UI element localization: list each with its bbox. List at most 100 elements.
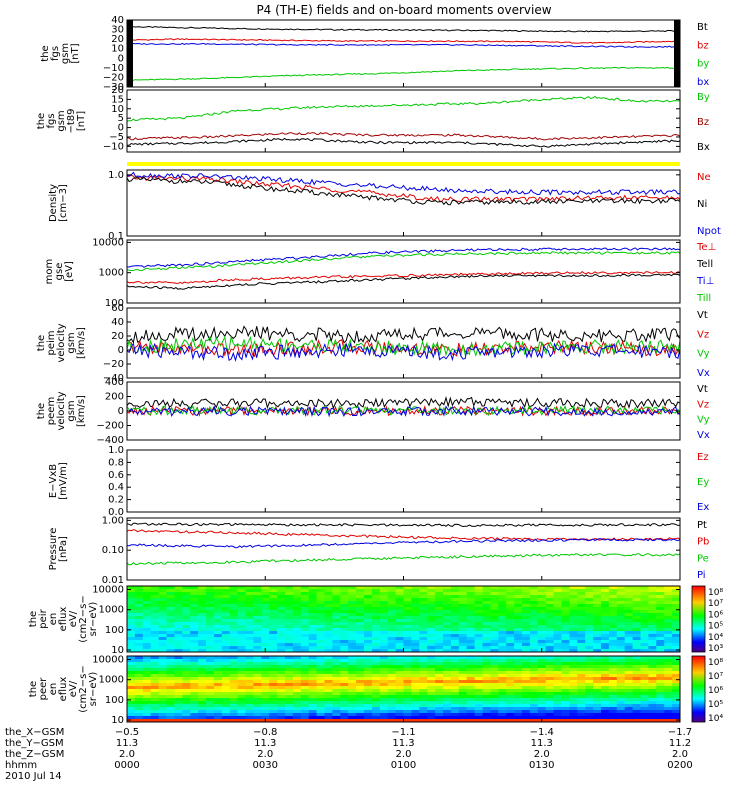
spectrogram-cell [285,601,294,605]
spectrogram-cell [332,710,341,714]
spectrogram-cell [561,698,570,702]
spectrogram-cell [474,704,484,708]
spectrogram-cell [419,634,428,638]
y-tick-label: −20 [103,72,124,83]
spectrogram-cell [277,595,286,599]
spectrogram-cell [608,695,618,699]
spectrogram-cell [411,674,420,678]
spectrogram-cell [640,619,649,623]
spectrogram-cell [569,680,578,684]
spectrogram-cell [585,707,594,711]
spectrogram-cell [656,595,665,599]
spectrogram-cell [356,671,365,675]
spectrogram-cell [221,677,231,681]
spectrogram-cell [506,631,515,635]
spectrogram-cell [348,677,357,681]
spectrogram-cell [593,628,602,632]
spectrogram-cell [261,707,270,711]
spectrogram-cell [593,701,602,705]
spectrogram-cell [356,637,365,641]
spectrogram-cell [134,637,144,641]
legend-by: By [697,92,710,103]
spectrogram-cell [213,625,223,629]
spectrogram-cell [545,656,555,660]
spectrogram-cell [450,686,460,690]
x-axis-row-label: the_X−GSM [5,727,64,738]
spectrogram-cell [213,628,223,632]
spectrogram-cell [277,674,286,678]
spectrogram-cell [403,592,412,596]
spectrogram-cell [664,719,673,722]
spectrogram-cell [427,613,436,617]
spectrogram-cell [545,689,555,693]
spectrogram-cell [664,640,673,644]
spectrogram-cell [498,698,507,702]
spectrogram-cell [198,637,207,641]
spectrogram-cell [624,649,634,652]
spectrogram-cell [292,589,302,593]
spectrogram-cell [387,683,397,687]
spectrogram-cell [292,628,302,632]
spectrogram-cell [229,656,239,660]
spectrogram-cell [308,662,318,666]
spectrogram-cell [482,592,491,596]
spectrogram-cell [142,649,152,652]
spectrogram-cell [419,592,428,596]
spectrogram-cell [292,695,302,699]
spectrogram-cell [529,589,539,593]
spectrogram-cell [395,619,405,623]
legend-te⊥: Te⊥ [696,242,716,253]
spectrogram-cell [292,701,302,705]
spectrogram-cell [182,698,191,702]
spectrogram-cell [158,659,168,663]
spectrogram-cell [261,716,270,720]
spectrogram-cell [498,680,507,684]
spectrogram-cell [427,637,436,641]
spectrogram-cell [561,646,570,650]
spectrogram-cell [166,601,175,605]
spectrogram-cell [656,671,665,675]
spectrogram-cell [371,689,381,693]
spectrogram-cell [490,637,499,641]
spectrogram-cell [490,619,499,623]
spectrogram-cell [561,707,570,711]
spectrogram-cell [182,677,191,681]
spectrogram-cell [474,640,484,644]
spectrogram-cell [316,640,326,644]
legend-ez: Ez [697,452,709,463]
spectrogram-cell [395,719,405,722]
spectrogram-cell [656,683,665,687]
spectrogram-cell [498,692,507,696]
spectrogram-cell [379,674,389,678]
spectrogram-cell [403,637,412,641]
spectrogram-cell [285,604,294,608]
spectrogram-cell [253,616,262,620]
spectrogram-cell [166,659,175,663]
spectrogram-cell [340,646,349,650]
spectrogram-cell [198,595,207,599]
spectrogram-cell [411,613,420,617]
spectrogram-cell [198,656,207,660]
spectrogram-cell [545,631,555,635]
spectrogram-cell [134,613,144,617]
spectrogram-cell [403,668,412,672]
spectrogram-cell [253,619,262,623]
spectrogram-cell [514,668,523,672]
spectrogram-cell [340,686,349,690]
spectrogram-cell [364,598,373,602]
spectrogram-cell [466,640,476,644]
spectrogram-cell [150,680,160,684]
spectrogram-cell [585,677,594,681]
spectrogram-cell [640,719,649,722]
spectrogram-cell [198,716,207,720]
spectrogram-cell [142,692,152,696]
spectrogram-cell [458,637,468,641]
spectrogram-cell [269,713,278,717]
spectrogram-cell [324,637,333,641]
spectrogram-cell [364,640,373,644]
spectrogram-cell [537,598,547,602]
spectrogram-cell [245,713,254,717]
spectrogram-cell [269,619,278,623]
spectrogram-cell [198,683,207,687]
spectrogram-cell [474,610,484,614]
